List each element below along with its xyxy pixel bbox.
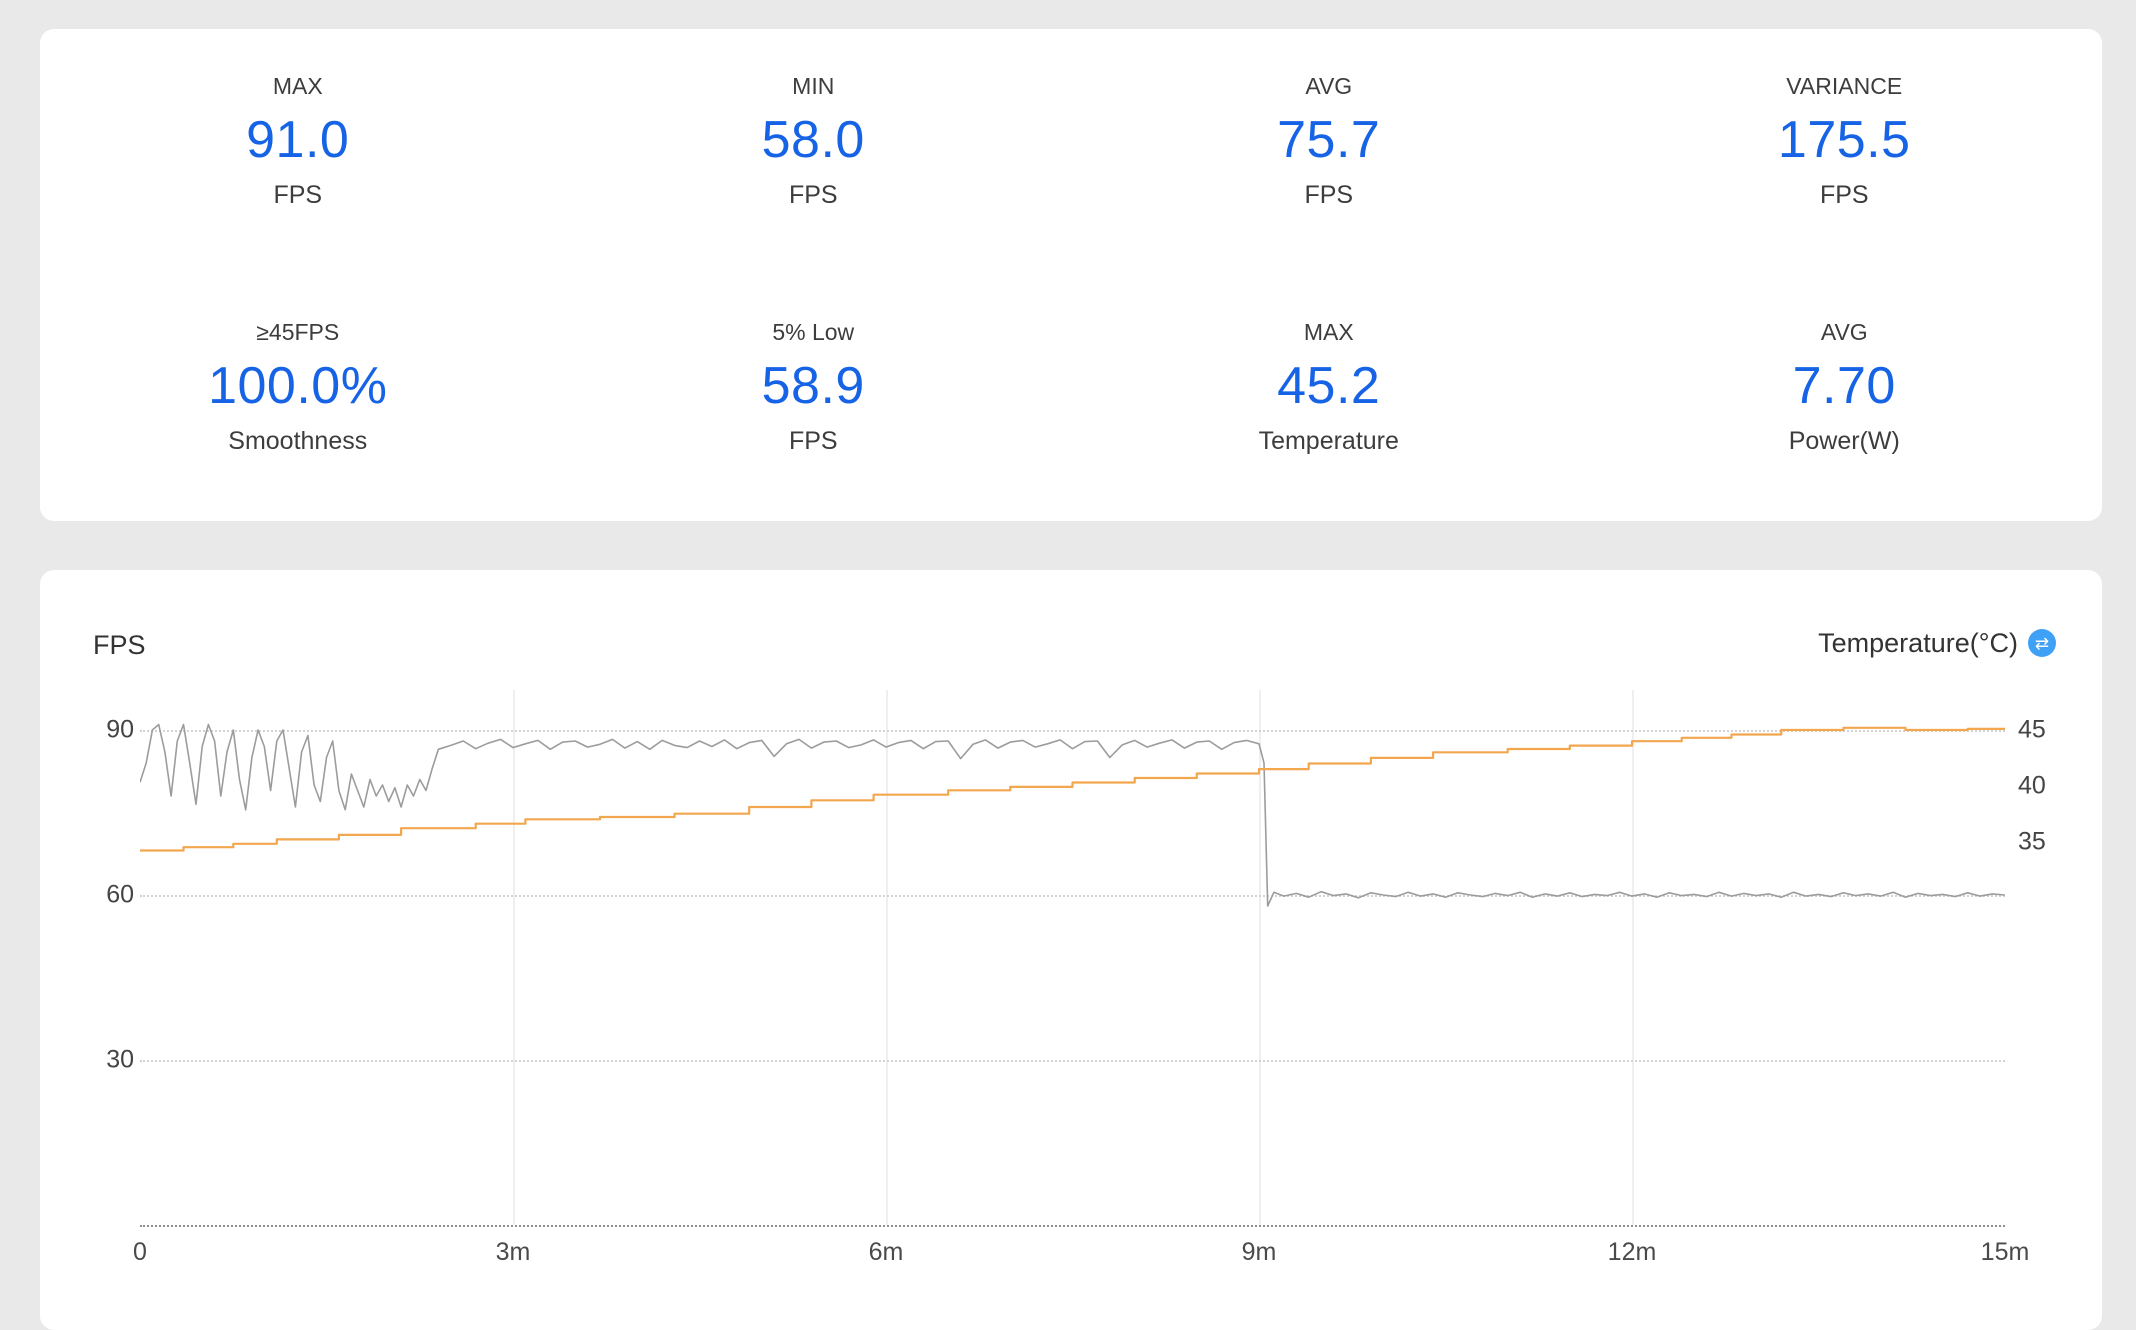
axis-toggle-icon[interactable]: ⇄: [2028, 629, 2056, 657]
stat-unit: Smoothness: [228, 427, 368, 455]
fps-tick-60: 60: [106, 880, 134, 909]
hgrid-90fps: [140, 730, 2005, 732]
hgrid-60fps: [140, 895, 2005, 897]
vgrid-9m: [1259, 690, 1261, 1225]
x-tick-9m: 9m: [1241, 1238, 1277, 1266]
stat-label: MAX: [272, 73, 323, 99]
plot-area: [140, 690, 2005, 1227]
right-axis-header: Temperature(°C) ⇄: [1818, 628, 2056, 658]
stat-avg-power: AVG 7.70 Power(W): [1587, 319, 2103, 455]
fps-line: [140, 723, 2005, 907]
temp-tick-40: 40: [2018, 771, 2046, 800]
fps-axis-title: FPS: [93, 630, 146, 660]
stat-label: ≥45FPS: [256, 319, 340, 345]
stat-5pct-low-fps: 5% Low 58.9 FPS: [556, 319, 1072, 455]
stats-card: MAX 91.0 FPS MIN 58.0 FPS AVG 75.7 FPS V…: [40, 29, 2102, 521]
stat-unit: FPS: [788, 181, 838, 209]
stat-unit: FPS: [273, 181, 323, 209]
vgrid-3m: [513, 690, 515, 1225]
chart-card: FPS Temperature(°C) ⇄ 90 60 30 45 40 35 …: [40, 570, 2102, 1330]
stat-value: 58.9: [761, 357, 865, 415]
temp-tick-45: 45: [2018, 715, 2046, 744]
temperature-axis-title: Temperature(°C): [1818, 628, 2018, 658]
fps-tick-30: 30: [106, 1045, 134, 1074]
x-tick-3m: 3m: [495, 1238, 531, 1266]
stat-label: 5% Low: [772, 319, 855, 345]
temperature-line: [140, 726, 2005, 852]
vgrid-6m: [886, 690, 888, 1225]
stat-label: AVG: [1305, 73, 1353, 99]
stat-max-fps: MAX 91.0 FPS: [40, 73, 556, 209]
stat-smoothness: ≥45FPS 100.0% Smoothness: [40, 319, 556, 455]
stat-value: 58.0: [761, 111, 865, 169]
stat-variance: VARIANCE 175.5 FPS: [1587, 73, 2103, 209]
stat-unit: FPS: [1304, 181, 1354, 209]
stat-value: 7.70: [1792, 357, 1896, 415]
stat-avg-fps: AVG 75.7 FPS: [1071, 73, 1587, 209]
stat-label: MAX: [1303, 319, 1354, 345]
stat-unit: Temperature: [1258, 427, 1399, 455]
stat-min-fps: MIN 58.0 FPS: [556, 73, 1072, 209]
stat-value: 100.0%: [208, 357, 388, 415]
stat-label: AVG: [1820, 319, 1868, 345]
hgrid-30fps: [140, 1060, 2005, 1062]
stat-unit: Power(W): [1788, 427, 1900, 455]
stat-value: 45.2: [1277, 357, 1381, 415]
chart-svg: [140, 723, 2005, 907]
stat-label: VARIANCE: [1786, 73, 1903, 99]
x-tick-15m: 15m: [1980, 1238, 2030, 1266]
x-tick-12m: 12m: [1607, 1238, 1657, 1266]
stat-value: 175.5: [1777, 111, 1911, 169]
stat-value: 91.0: [246, 111, 350, 169]
stats-row-1: MAX 91.0 FPS MIN 58.0 FPS AVG 75.7 FPS V…: [40, 73, 2102, 209]
stat-label: MIN: [792, 73, 835, 99]
stat-max-temperature: MAX 45.2 Temperature: [1071, 319, 1587, 455]
stats-row-2: ≥45FPS 100.0% Smoothness 5% Low 58.9 FPS…: [40, 319, 2102, 455]
x-tick-0: 0: [133, 1238, 147, 1266]
temp-tick-35: 35: [2018, 827, 2046, 856]
fps-tick-90: 90: [106, 715, 134, 744]
stat-value: 75.7: [1277, 111, 1381, 169]
x-tick-6m: 6m: [868, 1238, 904, 1266]
stat-unit: FPS: [788, 427, 838, 455]
stat-unit: FPS: [1819, 181, 1869, 209]
vgrid-12m: [1632, 690, 1634, 1225]
